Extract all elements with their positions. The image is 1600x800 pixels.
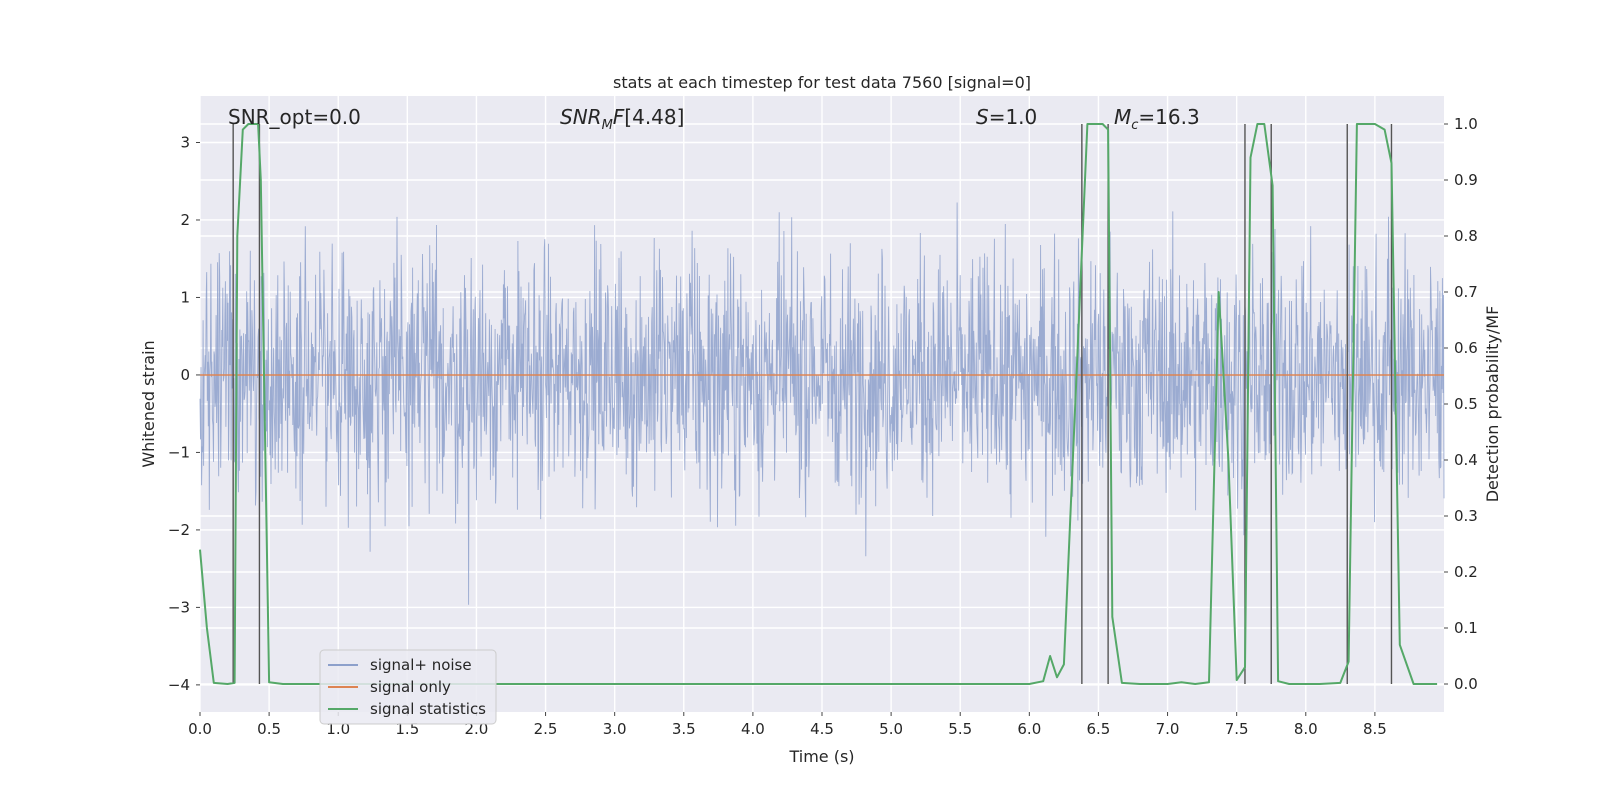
- annotation-snr-opt: SNR_opt=0.0: [228, 105, 361, 129]
- y-right-tick-label-0: 0.0: [1454, 675, 1478, 693]
- x-tick-label-14: 7.0: [1156, 720, 1180, 738]
- legend-label-signal-statistics: signal statistics: [370, 700, 486, 718]
- annotation-chirp-mass-value: =16.3: [1138, 105, 1199, 129]
- signal-statistics-line: [199, 123, 1438, 685]
- signal-noise-line: [199, 202, 1445, 605]
- y-right-tick-label-8: 0.8: [1454, 227, 1478, 245]
- x-tick-label-5: 2.5: [534, 720, 558, 738]
- signal-noise-series: [199, 202, 1445, 605]
- legend: signal+ noise signal only signal statist…: [319, 649, 497, 725]
- x-axis-label: Time (s): [788, 747, 854, 766]
- y-left-axis-ticks: −4 −3 −2 −1 0 1 2 3: [168, 133, 200, 694]
- legend-label-signal-only: signal only: [370, 678, 451, 696]
- x-tick-label-15: 7.5: [1225, 720, 1249, 738]
- y-left-tick-label-2: −2: [168, 521, 190, 539]
- x-tick-label-17: 8.5: [1363, 720, 1387, 738]
- x-tick-label-12: 6.0: [1017, 720, 1041, 738]
- y-right-tick-label-3: 0.3: [1454, 507, 1478, 525]
- signal-statistics-series: [199, 123, 1438, 685]
- y-right-tick-label-6: 0.6: [1454, 339, 1478, 357]
- annotation-snr-mf: SNRMF[4.48]: [560, 105, 684, 133]
- x-tick-label-10: 5.0: [879, 720, 903, 738]
- y-right-axis-ticks: 0.0 0.1 0.2 0.3 0.4 0.5 0.6 0.7 0.8 0.9 1.0: [1444, 115, 1478, 693]
- grid-layer: [199, 96, 1444, 712]
- x-axis-ticks: 0.0 0.5 1.0 1.5 2.0 2.5 3.0 3.5 4.0 4.5 5.0 5.5 6.0 6…: [188, 712, 1387, 738]
- y-right-tick-label-4: 0.4: [1454, 451, 1478, 469]
- y-left-tick-label-5: 1: [180, 288, 190, 306]
- x-tick-label-13: 6.5: [1087, 720, 1111, 738]
- x-tick-label-6: 3.0: [603, 720, 627, 738]
- y-right-tick-label-2: 0.2: [1454, 563, 1478, 581]
- y-right-tick-label-1: 0.1: [1454, 619, 1478, 637]
- y-right-axis-label: Detection probability/MF: [1483, 306, 1502, 503]
- y-left-tick-label-3: −1: [168, 443, 190, 461]
- x-tick-label-9: 4.5: [810, 720, 834, 738]
- y-left-tick-label-1: −3: [168, 598, 190, 616]
- legend-box: [319, 649, 497, 725]
- chart-title: stats at each timestep for test data 756…: [613, 73, 1031, 92]
- x-tick-label-0: 0.0: [188, 720, 212, 738]
- x-tick-label-7: 3.5: [672, 720, 696, 738]
- annotation-chirp-mass: Mc=16.3: [1114, 105, 1200, 133]
- x-tick-label-16: 8.0: [1294, 720, 1318, 738]
- annotation-s-stat-value: =1.0: [989, 105, 1038, 129]
- y-right-tick-label-9: 0.9: [1454, 171, 1478, 189]
- annotation-snr-mf-value: [4.48]: [624, 105, 684, 129]
- y-left-tick-label-7: 3: [180, 133, 190, 151]
- x-tick-label-8: 4.0: [741, 720, 765, 738]
- y-right-tick-label-7: 0.7: [1454, 283, 1478, 301]
- x-tick-label-1: 0.5: [257, 720, 281, 738]
- legend-label-signal-noise: signal+ noise: [370, 656, 472, 674]
- x-tick-label-11: 5.5: [948, 720, 972, 738]
- y-left-tick-label-4: 0: [180, 366, 190, 384]
- y-right-tick-label-5: 0.5: [1454, 395, 1478, 413]
- y-left-tick-label-0: −4: [168, 676, 190, 694]
- y-left-axis-label: Whitened strain: [139, 340, 158, 467]
- annotation-s-stat: S=1.0: [976, 105, 1037, 129]
- y-left-tick-label-6: 2: [180, 211, 190, 229]
- y-right-tick-label-10: 1.0: [1454, 115, 1478, 133]
